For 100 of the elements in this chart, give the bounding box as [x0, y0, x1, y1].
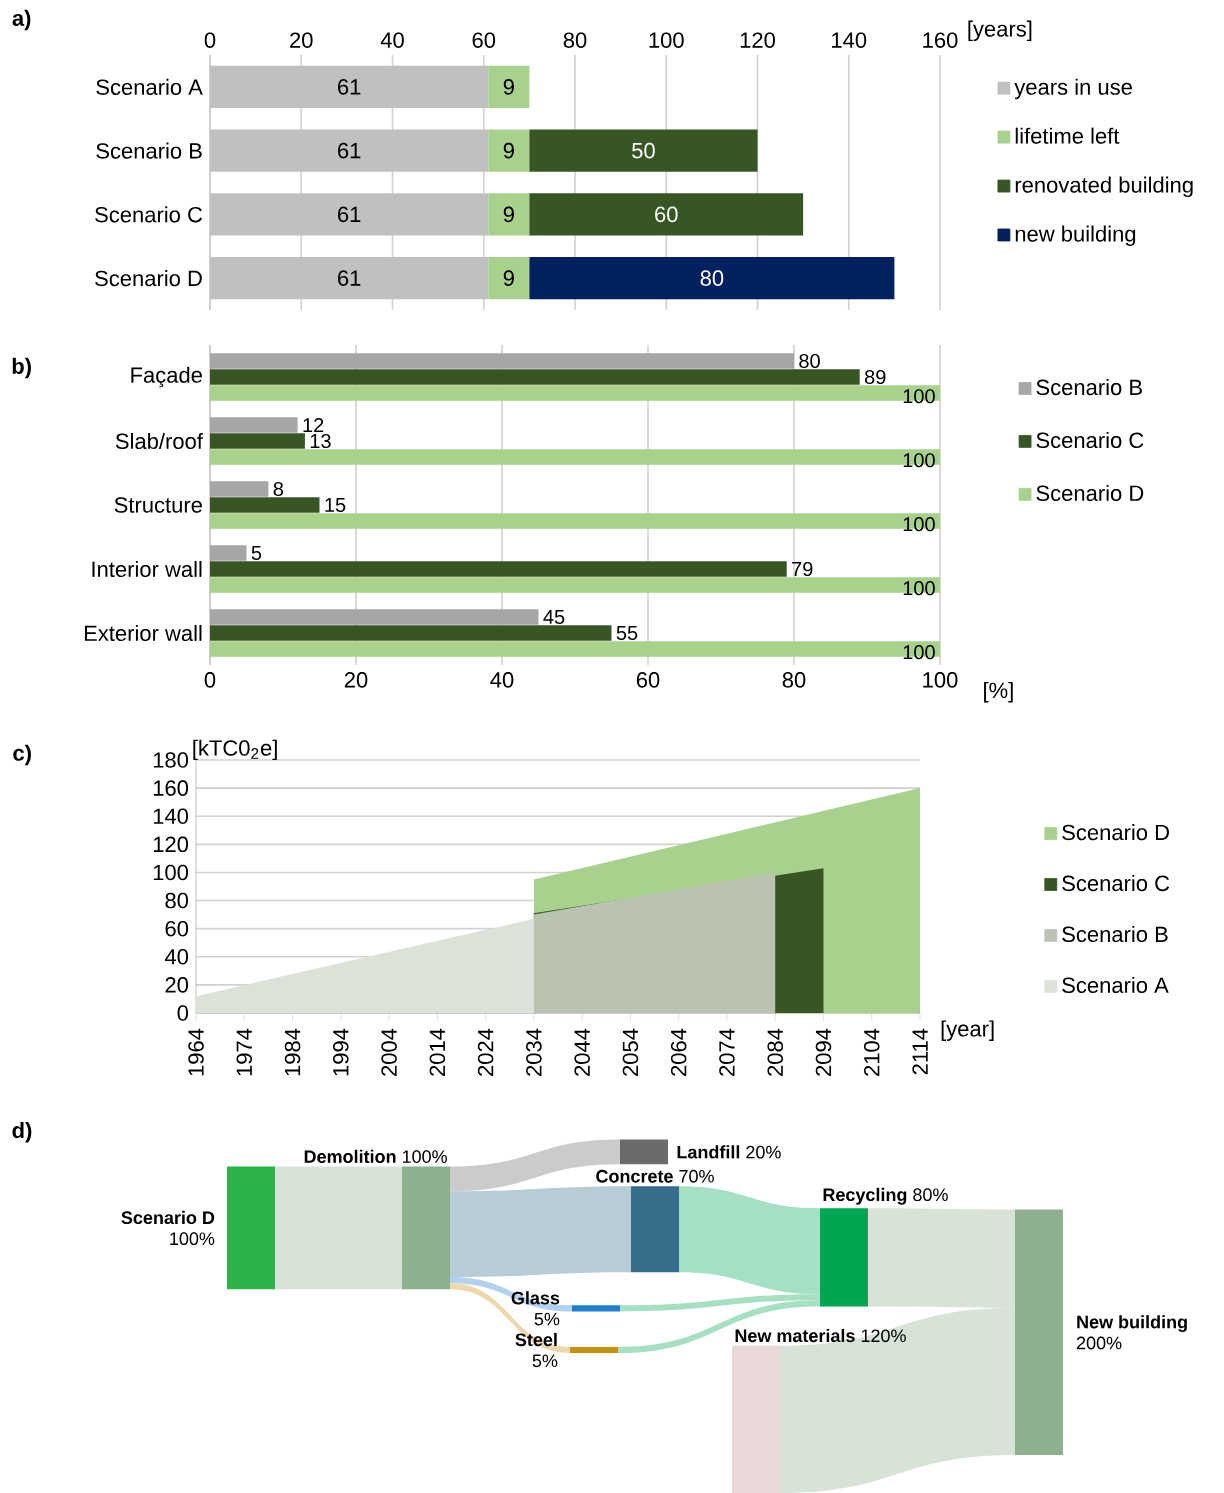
x-tick-label: 2014 [429, 1028, 446, 1076]
bar [210, 433, 305, 449]
category-label: Demolition [304, 1149, 396, 1163]
y-tick-label: 180 [153, 752, 189, 768]
bar [210, 561, 787, 577]
chart-title: c) [13, 744, 31, 766]
x-tick-label: 2104 [863, 1028, 880, 1076]
data-label: 80 [799, 353, 820, 369]
data-label: 100 [903, 517, 935, 532]
x-tick-label: 2034 [526, 1028, 542, 1076]
legend-label: new building [1015, 225, 1136, 247]
data-label: 100 [903, 645, 935, 660]
data-label: 9 [503, 270, 514, 286]
x-tick-label: 40 [380, 32, 404, 48]
y-tick-label: 100 [153, 864, 189, 881]
data-label: 100 [903, 453, 935, 468]
x-tick-label: 2084 [767, 1028, 783, 1076]
bar [210, 353, 794, 369]
category-label: Steel [515, 1332, 557, 1347]
x-tick-label: 2114 [912, 1028, 928, 1075]
category-label: Landfill [677, 1145, 740, 1159]
y-tick-label: Scenario B [96, 142, 202, 159]
y-tick-label: Scenario D [95, 270, 202, 287]
bar [488, 193, 530, 236]
x-tick-label: 2064 [670, 1028, 687, 1076]
y-tick-label: 80 [165, 892, 189, 909]
legend-label: lifetime left [1015, 127, 1120, 144]
data-label: 80 [700, 270, 724, 286]
legend-label: renovated building [1015, 176, 1193, 198]
x-tick-label: 0 [204, 672, 216, 688]
data-label: 89 [864, 369, 886, 385]
x-tick-label: 40 [490, 672, 514, 688]
data-label: 9 [503, 206, 514, 223]
y-tick-label: Façade [131, 366, 202, 388]
x-tick-label: 2054 [622, 1028, 639, 1076]
x-tick-label: 2094 [815, 1028, 832, 1076]
x-tick-label: 2004 [381, 1028, 397, 1076]
data-label: 9 [503, 142, 514, 159]
data-label: 61 [338, 206, 361, 223]
y-tick-label: 0 [177, 1005, 189, 1021]
data-label: 8 [273, 481, 284, 497]
legend-label: Scenario C [1036, 431, 1144, 449]
y-axis-title: [kTC0$_{2}$e] [193, 739, 277, 761]
x-tick-label: 1964 [188, 1028, 204, 1076]
bar [488, 257, 530, 300]
data-label: 13 [310, 433, 331, 449]
data-label: 12 [303, 418, 324, 432]
bar [529, 129, 758, 172]
data-label: 5% [534, 1312, 560, 1326]
category-label: New building [1077, 1315, 1187, 1333]
legend-label: Scenario A [1062, 976, 1169, 994]
x-tick-label: 60 [636, 672, 660, 688]
x-axis-title: [years] [968, 20, 1032, 42]
data-label: 80% [913, 1188, 948, 1202]
y-tick-label: Interior wall [92, 560, 202, 578]
bar [210, 417, 298, 433]
bar [488, 65, 530, 108]
data-label: 61 [338, 270, 361, 286]
data-label: 55 [616, 626, 638, 640]
bar [529, 193, 804, 236]
y-tick-label: Structure [114, 497, 202, 513]
data-label: 9 [503, 79, 514, 95]
data-label: 100% [402, 1150, 447, 1163]
x-tick-label: 2024 [477, 1028, 494, 1076]
legend-label: Scenario B [1062, 925, 1168, 943]
y-tick-label: 60 [165, 920, 189, 937]
legend-label: Scenario D [1036, 484, 1144, 502]
data-label: 100 [903, 389, 935, 404]
y-tick-label: Scenario A [96, 78, 203, 95]
data-label: 100 [903, 581, 935, 596]
x-tick-label: 80 [563, 32, 587, 48]
y-tick-label: Exterior wall [84, 624, 202, 642]
x-axis-title: [year] [941, 1020, 994, 1041]
x-axis-title: [%] [984, 681, 1013, 703]
data-label: 79 [792, 561, 813, 577]
x-tick-label: 120 [740, 32, 775, 48]
y-tick-label: Slab/roof [115, 432, 203, 450]
text: a) [12, 9, 31, 31]
legend-label: Scenario B [1036, 379, 1142, 396]
data-label: 100% [170, 1232, 215, 1246]
bar [488, 129, 530, 172]
x-tick-label: 2074 [719, 1028, 735, 1076]
bar [210, 625, 612, 641]
bar [210, 497, 320, 513]
y-tick-label: 40 [164, 949, 189, 965]
bar [529, 257, 895, 300]
x-tick-label: 2044 [574, 1028, 590, 1076]
bar [210, 481, 269, 497]
x-tick-label: 20 [290, 32, 313, 48]
x-tick-label: 140 [832, 32, 867, 48]
y-tick-label: 120 [153, 836, 189, 853]
x-tick-label: 20 [344, 672, 368, 688]
x-tick-label: 0 [204, 32, 216, 48]
data-label: 61 [338, 79, 361, 95]
bar [210, 609, 539, 625]
data-label: 5% [532, 1354, 558, 1368]
y-tick-label: 160 [153, 780, 189, 796]
data-label: 5 [251, 546, 262, 560]
legend-label: years in use [1014, 78, 1132, 100]
category-label: Concrete [596, 1169, 673, 1183]
